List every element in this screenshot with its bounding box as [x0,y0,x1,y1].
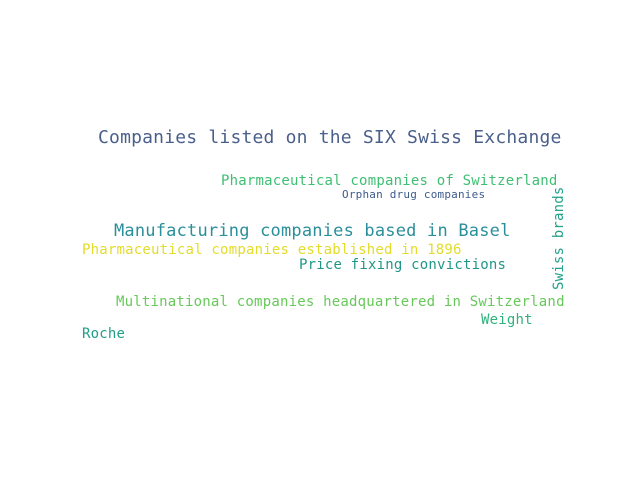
word-price-fixing-convictions: Price fixing convictions [299,257,507,273]
word-multinational-companies-switzerland: Multinational companies headquartered in… [116,294,565,310]
word-pharmaceutical-companies-switzerland: Pharmaceutical companies of Switzerland [221,173,558,189]
word-weight: Weight [481,312,533,328]
word-manufacturing-companies-basel: Manufacturing companies based in Basel [114,221,511,241]
word-swiss-brands: Swiss brands [551,186,567,290]
word-roche: Roche [82,326,126,342]
word-companies-listed-six: Companies listed on the SIX Swiss Exchan… [98,127,562,148]
word-orphan-drug-companies: Orphan drug companies [342,188,486,201]
word-pharmaceutical-companies-1896: Pharmaceutical companies established in … [82,242,462,258]
